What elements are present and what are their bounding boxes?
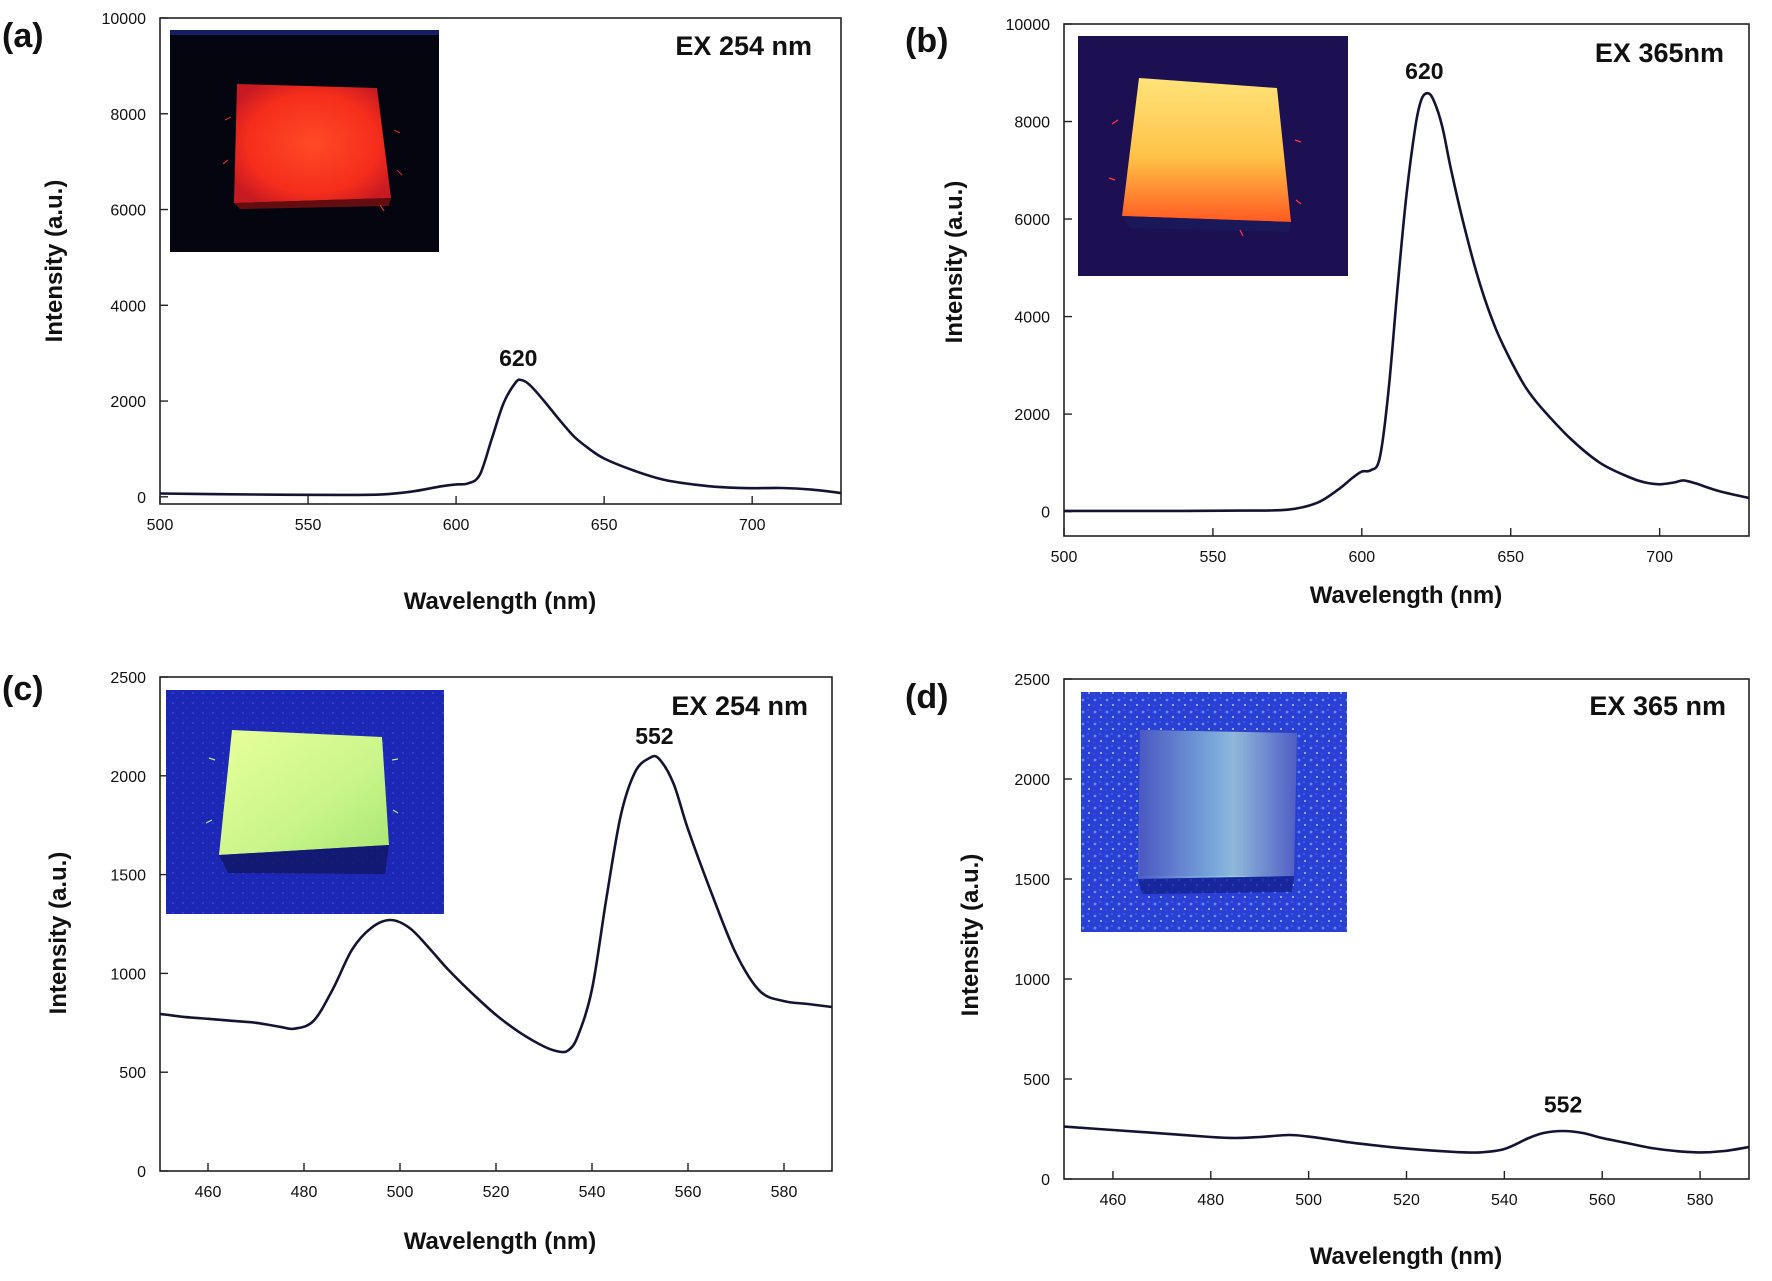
x-axis-title: Wavelength (nm): [404, 588, 596, 615]
y-tick-label: 6000: [110, 203, 146, 220]
x-tick-label: 580: [771, 1184, 798, 1201]
y-tick-label: 0: [1041, 505, 1050, 522]
y-tick-label: 1500: [1014, 872, 1050, 889]
peak-label: 620: [499, 345, 537, 371]
plot-area-frame: [159, 17, 842, 505]
y-tick-label: 2000: [1014, 772, 1050, 789]
y-tick-label: 4000: [110, 298, 146, 315]
x-tick-label: 460: [195, 1184, 222, 1201]
y-tick-label: 2000: [1014, 407, 1050, 424]
y-tick-label: 0: [137, 490, 146, 507]
panel-d: 460 480 500 520 540 560 580 0 500 1000 1500 2000 250…: [905, 672, 1750, 1270]
peak-label: 552: [1544, 1092, 1582, 1118]
x-axis-title: Wavelength (nm): [1310, 1243, 1502, 1270]
y-tick-label: 500: [1023, 1072, 1050, 1089]
y-tick-label: 8000: [110, 107, 146, 124]
y-tick-label: 2500: [1014, 672, 1050, 689]
y-axis-title: Intensity (a.u.): [45, 852, 72, 1015]
spectrum-line: [1064, 91, 1750, 513]
y-tick-label: 0: [1041, 1172, 1050, 1189]
y-tick-label: 4000: [1014, 310, 1050, 327]
y-tick-label: 1500: [110, 868, 146, 885]
x-tick-label: 540: [579, 1184, 606, 1201]
x-tick-label: 700: [1646, 549, 1673, 566]
excitation-label: EX 365nm: [1595, 38, 1724, 68]
plot-area-frame: [1063, 23, 1750, 537]
inset-photo-red: [170, 30, 439, 252]
inset-photo-blue: [1081, 692, 1347, 932]
x-tick-label: 480: [1197, 1192, 1224, 1209]
x-tick-label: 500: [147, 517, 174, 534]
x-tick-label: 480: [291, 1184, 318, 1201]
x-tick-label: 520: [1393, 1192, 1420, 1209]
tick-group: 500 550 600 650 700 0 2000 4000 6000 8000 10000: [102, 11, 766, 534]
spectrum-line: [159, 754, 833, 1054]
curve-layer: [159, 754, 833, 1054]
x-tick-label: 520: [483, 1184, 510, 1201]
panel-c: 460 480 500 520 540 560 580 0 500 1000 1500 2000 250…: [2, 670, 833, 1255]
excitation-label: EX 254 nm: [671, 691, 808, 721]
y-tick-label: 10000: [102, 11, 147, 28]
y-tick-label: 1000: [110, 966, 146, 983]
x-tick-label: 500: [1295, 1192, 1322, 1209]
x-axis-title: Wavelength (nm): [404, 1228, 596, 1255]
inset-photo-green: [166, 690, 444, 914]
curve-layer: [1064, 91, 1750, 513]
x-tick-label: 560: [1589, 1192, 1616, 1209]
y-axis-title: Intensity (a.u.): [957, 854, 984, 1017]
x-axis-title: Wavelength (nm): [1310, 582, 1502, 609]
y-tick-label: 8000: [1014, 115, 1050, 132]
x-tick-label: 650: [591, 517, 618, 534]
curve-layer: [159, 378, 842, 497]
panel-letter: (a): [2, 17, 44, 55]
x-tick-label: 550: [295, 517, 322, 534]
x-tick-label: 540: [1491, 1192, 1518, 1209]
spectrum-line: [1063, 1125, 1750, 1154]
y-tick-label: 2500: [110, 670, 146, 687]
x-tick-label: 550: [1200, 549, 1227, 566]
x-tick-label: 580: [1687, 1192, 1714, 1209]
x-tick-label: 700: [739, 517, 766, 534]
inset-photo-orange: [1078, 36, 1348, 276]
panel-b: 500 550 600 650 700 0 2000 4000 6000 8000 10000 (b…: [905, 17, 1750, 609]
peak-label: 552: [635, 723, 673, 749]
y-tick-label: 0: [137, 1164, 146, 1181]
x-tick-label: 500: [387, 1184, 414, 1201]
excitation-label: EX 254 nm: [675, 31, 812, 61]
peak-label: 620: [1405, 58, 1443, 84]
curve-layer: [1063, 1125, 1750, 1154]
excitation-label: EX 365 nm: [1589, 691, 1726, 721]
panel-a: 500 550 600 650 700 0 2000 4000 6000 8000 10000 (a…: [2, 11, 842, 615]
panel-letter: (c): [2, 670, 44, 708]
y-tick-label: 6000: [1014, 212, 1050, 229]
panel-letter: (d): [905, 678, 948, 716]
x-tick-label: 600: [1348, 549, 1375, 566]
y-tick-label: 1000: [1014, 972, 1050, 989]
x-tick-label: 560: [675, 1184, 702, 1201]
spectrum-line: [159, 378, 842, 497]
tick-group: 460 480 500 520 540 560 580 0 500 1000 1500 2000 250…: [110, 670, 797, 1201]
y-axis-title: Intensity (a.u.): [41, 180, 68, 343]
tick-group: 500 550 600 650 700 0 2000 4000 6000 8000 10000: [1006, 17, 1674, 566]
y-tick-label: 2000: [110, 769, 146, 786]
x-tick-label: 600: [443, 517, 470, 534]
y-tick-label: 10000: [1006, 17, 1051, 34]
y-tick-label: 2000: [110, 394, 146, 411]
x-tick-label: 500: [1051, 549, 1078, 566]
panel-letter: (b): [905, 22, 948, 60]
x-tick-label: 460: [1100, 1192, 1127, 1209]
tick-group: 460 480 500 520 540 560 580 0 500 1000 1500 2000 250…: [1014, 672, 1713, 1209]
x-tick-label: 650: [1497, 549, 1524, 566]
y-tick-label: 500: [119, 1065, 146, 1082]
y-axis-title: Intensity (a.u.): [941, 181, 968, 344]
